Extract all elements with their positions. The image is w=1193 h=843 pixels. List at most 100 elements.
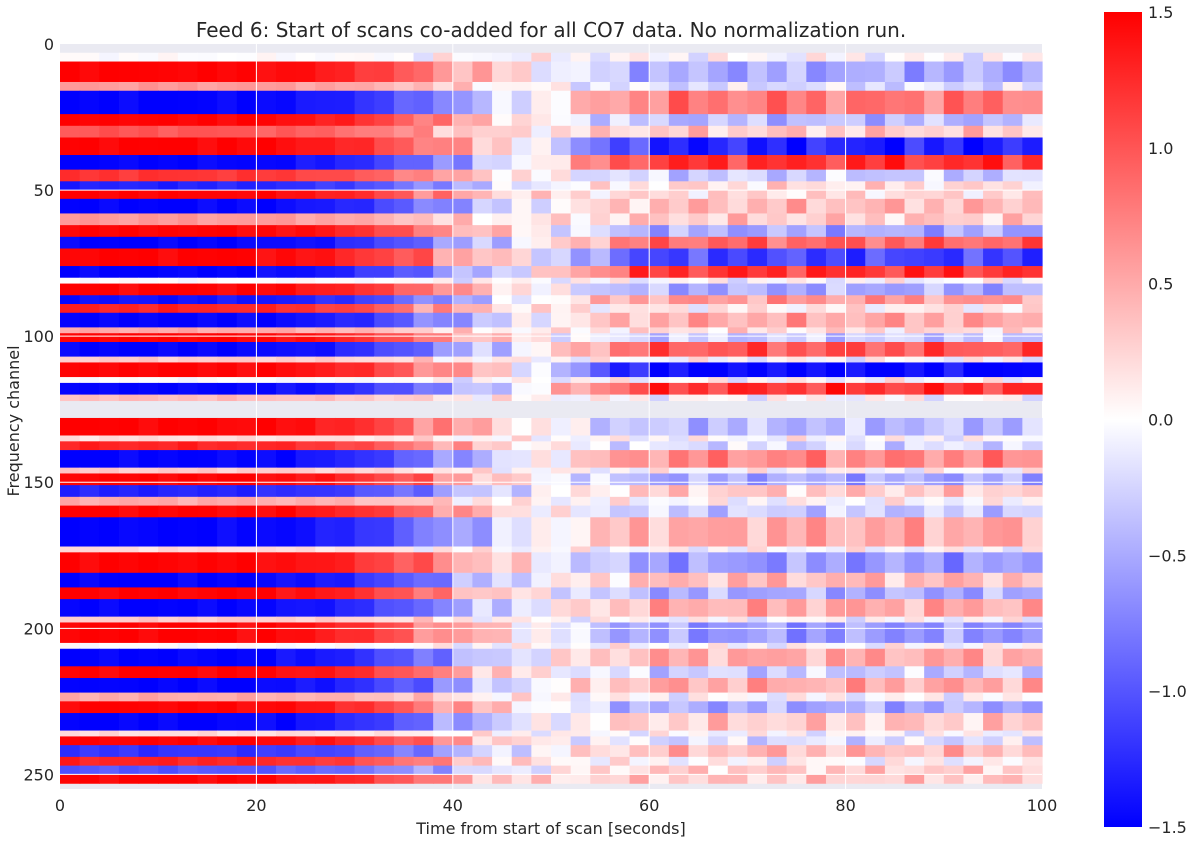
colorbar-tick-label: 0.0 <box>1148 411 1173 430</box>
heatmap-cell <box>118 417 140 437</box>
heatmap-cell <box>806 713 827 732</box>
heatmap-cell <box>609 312 631 328</box>
heatmap-cell <box>256 736 277 746</box>
heatmap-cell <box>943 666 965 679</box>
heatmap-cell <box>256 304 277 314</box>
heatmap-cell <box>1022 505 1043 518</box>
heatmap-cell <box>79 467 100 475</box>
heatmap-cell <box>786 485 807 498</box>
heatmap-cell <box>276 648 297 667</box>
heatmap-cell <box>60 236 81 250</box>
heatmap-cell <box>433 295 454 305</box>
heatmap-cell <box>590 517 611 548</box>
heatmap-cell <box>551 394 572 402</box>
heatmap-cell <box>433 467 454 475</box>
heatmap-cell <box>924 362 945 378</box>
heatmap-cell <box>354 114 375 127</box>
heatmap-cell <box>1002 236 1023 250</box>
heatmap-band <box>60 356 1043 364</box>
heatmap-cell <box>668 213 690 226</box>
heatmap-cell <box>393 225 415 238</box>
heatmap-cell <box>570 362 591 378</box>
heatmap-cell <box>315 377 336 384</box>
heatmap-cell <box>668 692 690 702</box>
heatmap-cell <box>708 236 729 250</box>
heatmap-cell <box>551 342 572 358</box>
heatmap-cell <box>1002 394 1023 402</box>
heatmap-cell <box>983 677 1004 694</box>
heatmap-cell <box>1022 496 1043 507</box>
heatmap-cell <box>943 572 965 589</box>
heatmap-cell <box>551 266 572 279</box>
heatmap-cell <box>452 81 474 92</box>
heatmap-cell <box>727 485 748 498</box>
heatmap-cell <box>492 417 513 437</box>
heatmap-cell <box>551 90 572 115</box>
heatmap-cell <box>845 677 866 694</box>
heatmap-cell <box>217 745 238 758</box>
heatmap-cell <box>649 277 670 285</box>
heatmap-cell <box>60 342 81 358</box>
heatmap-cell <box>767 517 788 548</box>
heatmap-cell <box>551 552 572 574</box>
heatmap-cell <box>668 52 690 63</box>
heatmap-cell <box>295 125 316 139</box>
heatmap-cell <box>609 333 631 343</box>
heatmap-cell <box>256 730 277 738</box>
heatmap-cell <box>60 362 81 378</box>
heatmap-cell <box>570 450 591 469</box>
heatmap-cell <box>688 382 709 396</box>
heatmap-cell <box>315 155 336 171</box>
heatmap-cell <box>492 450 513 469</box>
heatmap-cell <box>138 677 159 694</box>
heatmap-cell <box>158 774 179 784</box>
heatmap-cell <box>177 546 199 553</box>
heatmap-cell <box>138 552 159 574</box>
heatmap-cell <box>197 283 218 296</box>
heatmap-cell <box>217 125 238 139</box>
heatmap-cell <box>1022 701 1043 714</box>
heatmap-cell <box>747 90 768 115</box>
heatmap-cell <box>334 622 356 644</box>
heatmap-band <box>60 774 1043 784</box>
heatmap-cell <box>668 587 690 600</box>
heatmap-cell <box>511 677 532 694</box>
heatmap-cell <box>374 190 395 200</box>
heatmap-cell <box>60 181 81 191</box>
heatmap-cell <box>649 552 670 574</box>
heatmap-cell <box>256 236 277 250</box>
heatmap-cell <box>570 546 591 553</box>
heatmap-cell <box>374 394 395 402</box>
heatmap-cell <box>236 114 257 127</box>
heatmap-cell <box>60 765 81 775</box>
heatmap-cell <box>236 756 257 767</box>
heatmap-cell <box>825 394 847 402</box>
heatmap-cell <box>963 114 984 127</box>
heatmap-cell <box>511 417 532 437</box>
heatmap-cell <box>1002 473 1023 486</box>
heatmap-cell <box>433 473 454 486</box>
heatmap-cell <box>747 435 768 442</box>
heatmap-cell <box>806 61 827 83</box>
heatmap-cell <box>217 312 238 328</box>
heatmap-cell <box>786 435 807 442</box>
heatmap-cell <box>118 450 140 469</box>
heatmap-cell <box>727 745 748 758</box>
heatmap-cell <box>138 169 159 182</box>
heatmap-cell <box>99 248 120 267</box>
heatmap-band <box>60 505 1043 518</box>
heatmap-cell <box>551 137 572 156</box>
heatmap-cell <box>511 377 532 384</box>
heatmap-cell <box>472 546 493 553</box>
heatmap-cell <box>1002 213 1023 226</box>
heatmap-cell <box>786 155 807 171</box>
heatmap-cell <box>924 546 945 553</box>
heatmap-cell <box>236 356 257 364</box>
heatmap-cell <box>688 435 709 442</box>
heatmap-cell <box>452 485 474 498</box>
heatmap-cell <box>295 765 316 775</box>
heatmap-cell <box>1022 394 1043 402</box>
heatmap-cell <box>590 236 611 250</box>
heatmap-cell <box>904 394 925 402</box>
heatmap-cell <box>629 417 650 437</box>
